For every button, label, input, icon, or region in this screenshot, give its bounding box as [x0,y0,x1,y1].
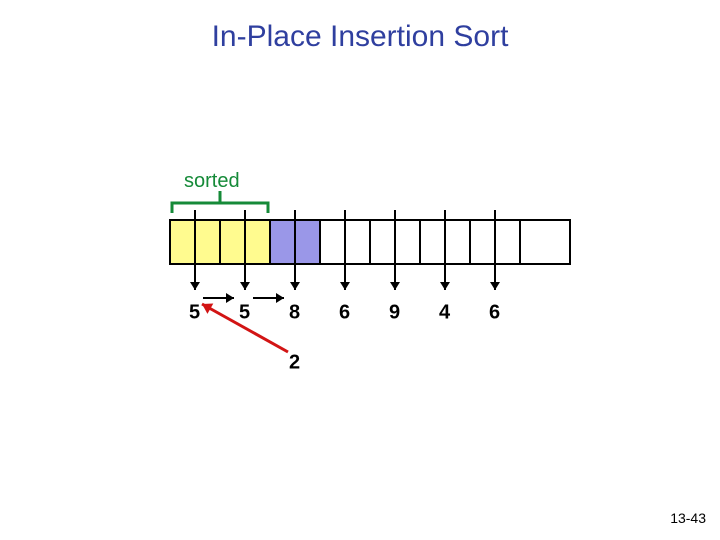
svg-text:8: 8 [289,302,300,324]
svg-text:5: 5 [239,302,250,324]
svg-text:2: 2 [289,352,300,374]
svg-text:5: 5 [189,302,200,324]
svg-text:6: 6 [489,302,500,324]
svg-text:9: 9 [389,302,400,324]
diagram-canvas: 5 5 8 6 9 4 6 2 [0,0,720,540]
svg-text:6: 6 [339,302,350,324]
svg-text:4: 4 [439,302,451,324]
